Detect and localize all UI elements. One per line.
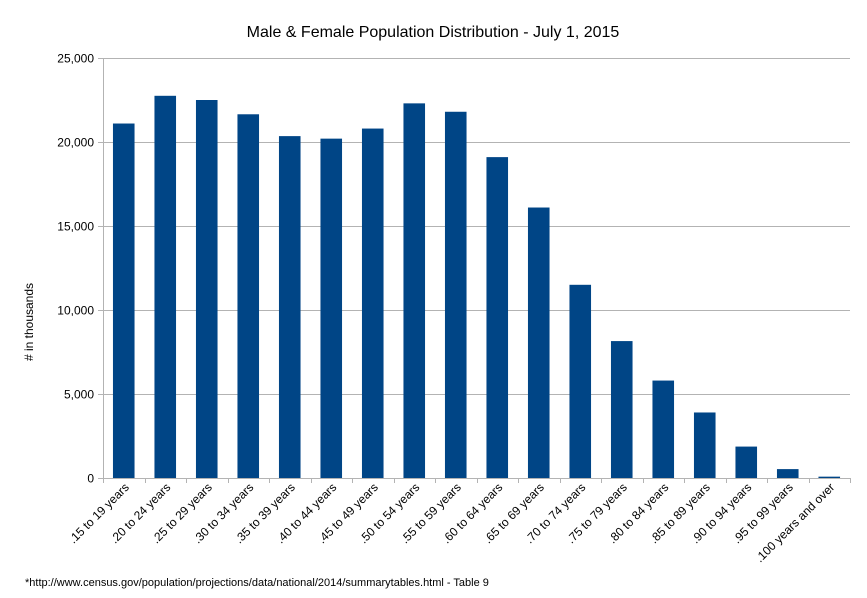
y-tick-label: 25,000: [57, 52, 94, 66]
x-tick-label: .100 years and over: [752, 480, 837, 565]
y-tick-label: 0: [87, 472, 94, 486]
bars: [112, 95, 841, 479]
bar: [818, 476, 841, 478]
y-axis-label: # in thousands: [22, 283, 36, 361]
source-footnote: *http://www.census.gov/population/projec…: [25, 577, 489, 589]
y-tick-label: 15,000: [57, 220, 94, 234]
bar: [776, 469, 799, 478]
bar: [735, 446, 758, 478]
bar: [486, 157, 509, 478]
bar: [527, 207, 550, 478]
bar: [693, 412, 716, 478]
axes: [103, 58, 851, 483]
chart-title: Male & Female Population Distribution - …: [247, 24, 620, 41]
bar: [569, 284, 592, 478]
y-tick-labels: 0 5,000 10,000 15,000 20,000 25,000: [57, 52, 94, 486]
bar: [361, 128, 384, 478]
bar: [444, 111, 467, 478]
y-tick-label: 20,000: [57, 136, 94, 150]
y-tick-label: 5,000: [64, 388, 94, 402]
bar: [320, 138, 343, 478]
bar: [195, 100, 218, 478]
x-tick-labels: .15 to 19 years.20 to 24 years.25 to 29 …: [66, 480, 838, 565]
bar: [237, 114, 260, 478]
bar: [112, 123, 135, 479]
bar: [154, 95, 177, 479]
bar: [278, 136, 301, 478]
bar: [403, 103, 426, 479]
bar: [652, 380, 675, 478]
bar: [610, 341, 633, 478]
y-tick-label: 10,000: [57, 304, 94, 318]
